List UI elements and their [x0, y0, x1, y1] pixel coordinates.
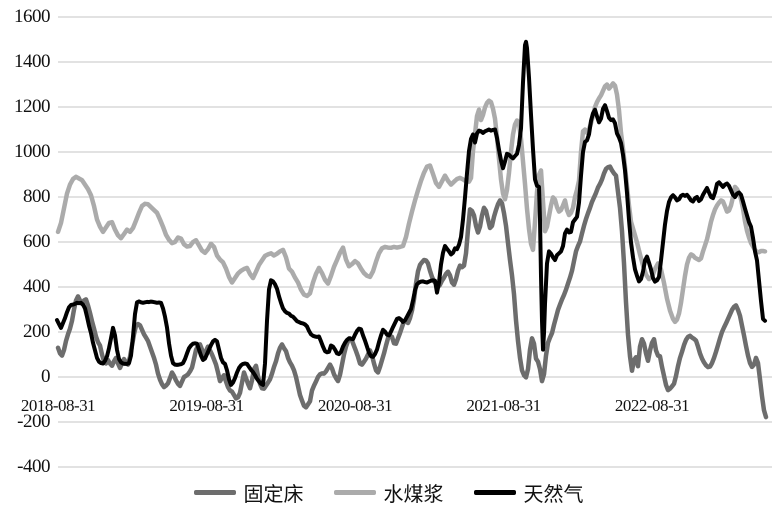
- x-tick-label: 2019-08-31: [169, 396, 244, 415]
- y-tick-label: 600: [23, 231, 51, 252]
- y-tick-label: 1400: [14, 51, 51, 72]
- y-tick-label: 1600: [14, 6, 51, 27]
- y-tick-label: -400: [17, 456, 50, 477]
- y-tick-label: 1200: [14, 96, 51, 117]
- y-tick-label: -200: [17, 411, 50, 432]
- legend-line-swatch: [333, 490, 376, 495]
- legend-line-swatch: [193, 490, 236, 495]
- legend-item-水煤浆: 水煤浆: [333, 478, 444, 507]
- x-tick-label: 2022-08-31: [614, 396, 690, 415]
- series-line-水煤浆: [55, 81, 768, 325]
- legend-line-swatch: [473, 490, 516, 495]
- legend-label: 固定床: [243, 484, 304, 506]
- legend-label: 水煤浆: [383, 484, 444, 506]
- chart-legend: 固定床 水煤浆 天然气: [0, 478, 777, 507]
- legend-label: 天然气: [523, 484, 584, 506]
- legend-item-天然气: 天然气: [473, 478, 584, 507]
- x-tick-label: 2018-08-31: [20, 396, 96, 415]
- x-tick-label: 2020-08-31: [317, 396, 393, 415]
- y-tick-label: 0: [41, 366, 51, 387]
- legend-item-固定床: 固定床: [193, 478, 304, 507]
- x-tick-label: 2021-08-31: [466, 396, 541, 415]
- y-tick-label: 400: [23, 276, 51, 297]
- y-tick-label: 200: [23, 321, 51, 342]
- y-tick-label: 1000: [14, 141, 51, 162]
- series-line-天然气: [55, 39, 767, 387]
- y-tick-label: 800: [23, 186, 51, 207]
